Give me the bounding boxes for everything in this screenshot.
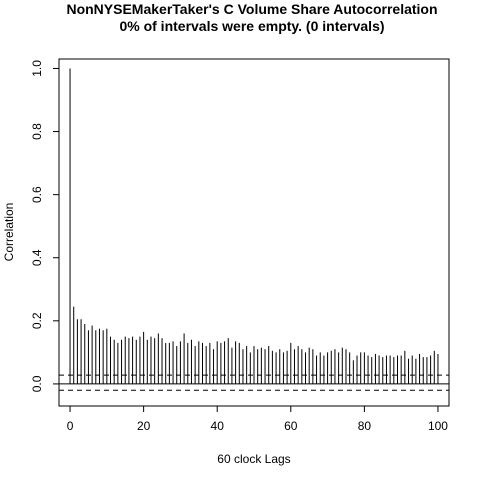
- acf-bars: [69, 68, 439, 384]
- y-tick-label: 0.4: [30, 249, 44, 266]
- x-tick-label: 80: [358, 419, 372, 433]
- x-axis-label: 60 clock Lags: [217, 452, 290, 466]
- y-axis-label: Correlation: [2, 203, 16, 262]
- y-tick-label: 1.0: [30, 60, 44, 77]
- y-tick-label: 0.2: [30, 312, 44, 329]
- x-tick-label: 40: [211, 419, 225, 433]
- y-tick-label: 0.6: [30, 186, 44, 203]
- x-tick-label: 20: [137, 419, 151, 433]
- y-tick-label: 0.0: [30, 375, 44, 392]
- chart-subtitle: 0% of intervals were empty. (0 intervals…: [119, 18, 384, 34]
- x-tick-label: 60: [284, 419, 298, 433]
- y-axis: 0.0 0.2 0.4 0.6 0.8 1.0: [30, 60, 60, 392]
- x-axis: 0 20 40 60 80 100: [67, 405, 448, 433]
- y-tick-label: 0.8: [30, 123, 44, 140]
- x-tick-label: 100: [428, 419, 448, 433]
- x-tick-label: 0: [67, 419, 74, 433]
- chart-title: NonNYSEMakerTaker's C Volume Share Autoc…: [66, 1, 437, 17]
